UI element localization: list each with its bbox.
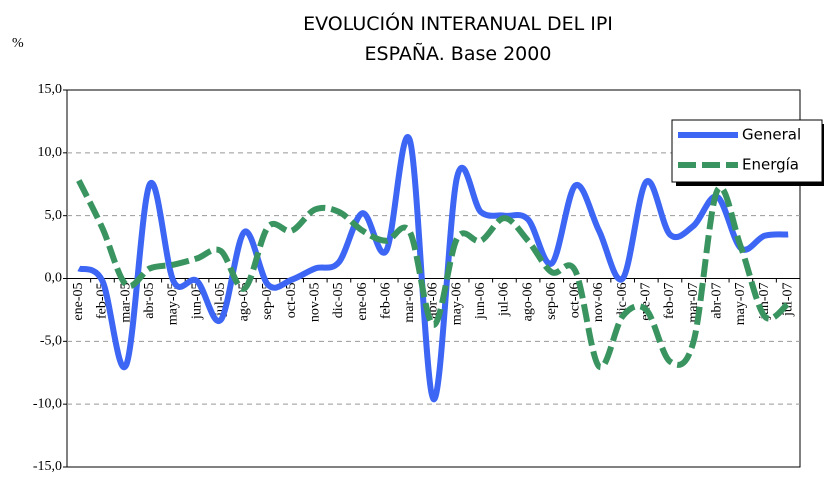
legend-label: Energía [742,156,799,174]
y-tick-label: 15,0 [38,82,63,97]
legend-box [671,119,823,183]
y-tick-label: 0,0 [45,271,63,286]
x-tick-label: ene-05 [71,283,86,321]
chart-subtitle: ESPAÑA. Base 2000 [365,42,552,65]
series-line [76,179,791,371]
y-tick-label: -10,0 [33,396,62,411]
x-tick-label: ene-06 [355,283,370,321]
y-tick-label: 10,0 [38,145,63,160]
legend-label: General [742,126,801,144]
x-tick-label: ago-06 [520,283,535,322]
x-tick-label: sep-05 [260,283,275,320]
x-tick-label: feb-07 [662,283,677,320]
x-tick-label: abr-07 [709,283,724,319]
x-tick-label: nov-05 [307,283,322,323]
x-tick-label: jun-06 [473,283,488,321]
y-axis-label: % [12,36,24,51]
x-tick-label: may-06 [449,283,464,326]
chart-title: EVOLUCIÓN INTERANUAL DEL IPI [303,11,613,35]
x-tick-label: mar-06 [402,283,417,323]
x-tick-label: oct-05 [284,283,299,319]
x-tick-label: nov-06 [591,283,606,323]
x-tick-label: jul-06 [497,283,512,317]
y-tick-label: 5,0 [45,208,63,223]
y-tick-label: -5,0 [40,334,62,349]
x-tick-label: abr-05 [142,283,157,319]
x-tick-label: may-05 [166,283,181,326]
series-line [77,134,789,403]
y-tick-label: -15,0 [33,459,62,474]
x-tick-label: dic-05 [331,283,346,319]
x-tick-label: ago-05 [237,283,252,322]
x-tick-label: mar-05 [118,283,133,323]
x-tick-label: feb-06 [378,283,393,320]
x-tick-label: sep-06 [544,283,559,320]
x-tick-label: may-07 [733,283,748,326]
